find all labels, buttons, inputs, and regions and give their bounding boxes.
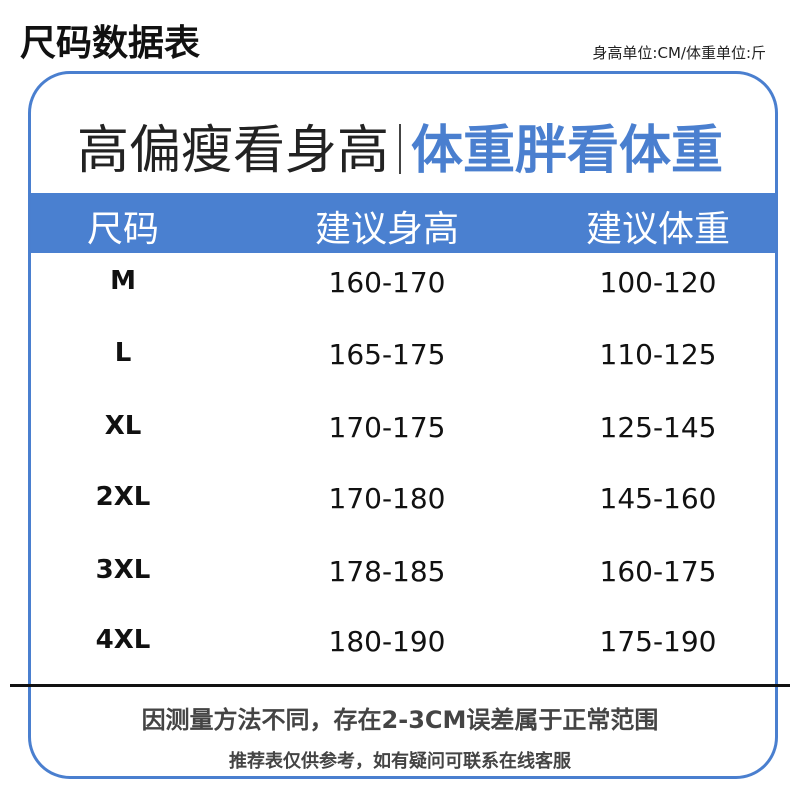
unit-note: 身高单位:CM/体重单位:斤 (592, 44, 766, 62)
table-header (31, 193, 775, 253)
cell-size: L (114, 338, 132, 368)
header-weight: 建议体重 (585, 209, 731, 250)
size-chart-frame (28, 71, 778, 779)
cell-weight: 175-190 (599, 625, 717, 658)
cell-height: 160-170 (328, 266, 446, 299)
cell-size: 2XL (95, 482, 151, 512)
cell-weight: 160-175 (599, 555, 717, 588)
cell-size: XL (104, 411, 142, 441)
divider (10, 684, 790, 687)
slogan: 高偏瘦看身高 体重胖看体重 (0, 108, 800, 183)
cell-weight: 100-120 (599, 266, 717, 299)
cell-height: 170-175 (328, 411, 446, 444)
reference-note: 推荐表仅供参考，如有疑问可联系在线客服 (229, 751, 571, 772)
cell-weight: 125-145 (599, 411, 717, 444)
header-height: 建议身高 (314, 209, 460, 250)
cell-size: M (110, 266, 136, 296)
cell-weight: 145-160 (599, 482, 717, 515)
page-title: 尺码数据表 (20, 23, 201, 64)
cell-size: 4XL (95, 625, 151, 655)
slogan-right: 体重胖看体重 (411, 121, 724, 181)
cell-weight: 110-125 (599, 338, 717, 371)
slogan-left: 高偏瘦看身高 (76, 121, 389, 181)
cell-height: 165-175 (328, 338, 446, 371)
header-size: 尺码 (86, 209, 160, 250)
cell-height: 170-180 (328, 482, 446, 515)
cell-height: 178-185 (328, 555, 446, 588)
cell-height: 180-190 (328, 625, 446, 658)
measurement-note: 因测量方法不同，存在2-3CM误差属于正常范围 (141, 706, 659, 734)
cell-size: 3XL (95, 555, 151, 585)
slogan-divider (399, 124, 401, 174)
